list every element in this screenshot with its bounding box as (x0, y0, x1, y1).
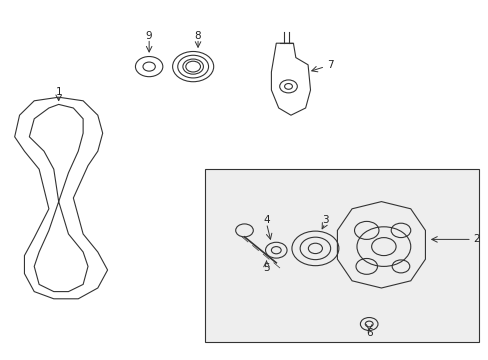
Text: 8: 8 (194, 31, 201, 41)
Text: 9: 9 (145, 31, 152, 41)
Text: 4: 4 (263, 215, 269, 225)
Text: 2: 2 (472, 234, 479, 244)
Text: 1: 1 (55, 87, 62, 97)
Text: 6: 6 (365, 328, 372, 338)
FancyBboxPatch shape (205, 169, 478, 342)
Text: 3: 3 (321, 215, 328, 225)
Text: 7: 7 (326, 60, 333, 70)
Text: 5: 5 (263, 263, 269, 273)
